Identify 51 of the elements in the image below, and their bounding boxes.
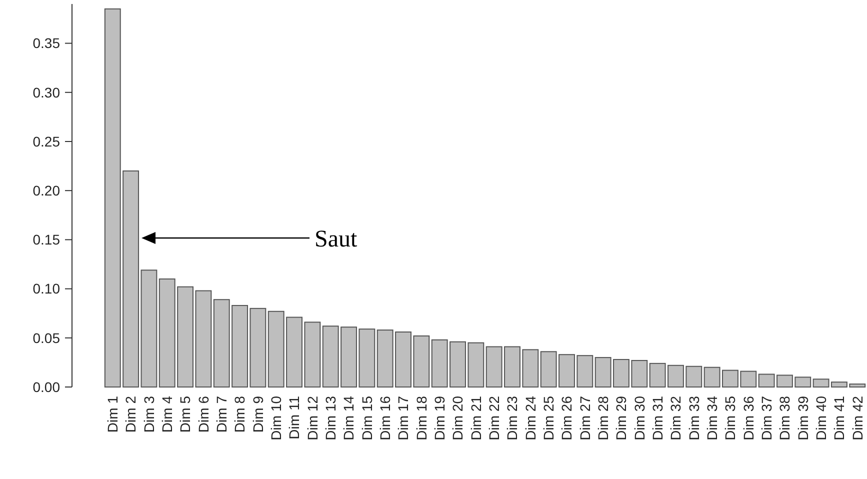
x-tick-label: Dim 13 (322, 396, 338, 440)
x-tick-label: Dim 4 (159, 396, 176, 433)
x-tick-label: Dim 11 (286, 396, 302, 440)
y-tick-label: 0.15 (32, 232, 60, 248)
x-tick-label: Dim 18 (413, 396, 430, 440)
x-tick-label: Dim 12 (304, 396, 320, 440)
x-tick-label: Dim 42 (849, 396, 866, 440)
x-tick-label: Dim 39 (794, 396, 811, 440)
y-tick-label: 0.25 (32, 133, 60, 150)
y-tick-label: 0.05 (32, 330, 60, 346)
x-tick-label: Dim 33 (686, 396, 702, 440)
x-tick-label: Dim 24 (522, 396, 538, 440)
x-tick-label: Dim 35 (722, 396, 738, 440)
x-tick-label: Dim 29 (613, 396, 630, 440)
y-tick-label: 0.00 (32, 378, 60, 395)
y-tick-label: 0.10 (32, 280, 60, 297)
x-tick-label: Dim 28 (594, 396, 611, 440)
x-tick-label: Dim 27 (576, 396, 593, 440)
y-tick-label: 0.20 (32, 182, 60, 198)
x-tick-label: Dim 25 (540, 396, 556, 440)
x-tick-label: Dim 15 (358, 396, 375, 440)
y-tick-label: 0.35 (32, 35, 60, 52)
x-tick-label: Dim 5 (177, 396, 194, 433)
x-tick-label: Dim 40 (812, 396, 829, 440)
x-tick-label: Dim 20 (450, 396, 466, 440)
x-tick-label: Dim 38 (776, 396, 793, 440)
x-tick-label: Dim 32 (668, 396, 684, 440)
x-tick-label: Dim 31 (649, 396, 666, 440)
x-tick-label: Dim 22 (486, 396, 502, 440)
y-tick-label: 0.30 (32, 84, 60, 100)
x-tick-label: Dim 21 (468, 396, 484, 440)
x-tick-label: Dim 10 (268, 396, 284, 440)
x-tick-label: Dim 9 (250, 396, 266, 433)
x-tick-label: Dim 41 (831, 396, 848, 440)
x-tick-label: Dim 2 (122, 396, 139, 433)
x-tick-label: Dim 17 (395, 396, 412, 440)
x-tick-label: Dim 26 (558, 396, 575, 440)
x-tick-label: Dim 14 (340, 396, 357, 440)
x-tick-label: Dim 3 (140, 396, 157, 433)
x-tick-label: Dim 23 (504, 396, 520, 440)
x-tick-label: Dim 37 (758, 396, 774, 440)
x-tick-label: Dim 36 (740, 396, 756, 440)
x-tick-label: Dim 30 (631, 396, 648, 440)
x-tick-label: Dim 6 (195, 396, 212, 433)
x-tick-label: Dim 7 (214, 396, 230, 433)
x-tick-label: Dim 1 (104, 396, 121, 433)
x-tick-label: Dim 16 (376, 396, 393, 440)
x-tick-label: Dim 8 (232, 396, 248, 433)
annotation: Saut (314, 226, 358, 252)
x-tick-label: Dim 19 (431, 396, 448, 440)
x-tick-label: Dim 34 (704, 396, 720, 440)
